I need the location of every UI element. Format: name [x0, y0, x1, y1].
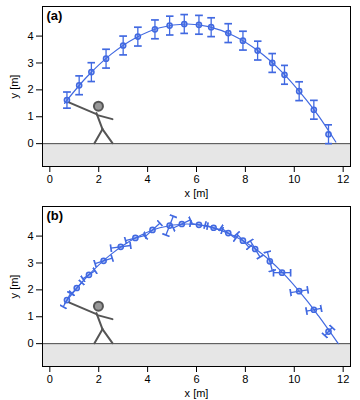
svg-text:0: 0	[47, 173, 53, 185]
svg-text:1: 1	[27, 110, 33, 122]
svg-text:8: 8	[242, 373, 248, 385]
svg-text:10: 10	[288, 373, 300, 385]
svg-text:4: 4	[145, 373, 151, 385]
svg-text:x [m]: x [m]	[185, 187, 209, 199]
svg-text:6: 6	[193, 173, 199, 185]
svg-text:8: 8	[242, 173, 248, 185]
svg-text:y [m]: y [m]	[8, 275, 20, 299]
svg-text:(b): (b)	[47, 208, 64, 223]
svg-text:2: 2	[27, 283, 33, 295]
svg-text:6: 6	[193, 373, 199, 385]
svg-text:3: 3	[27, 256, 33, 268]
svg-text:4: 4	[27, 30, 33, 42]
svg-text:x [m]: x [m]	[185, 387, 209, 399]
svg-text:(a): (a)	[47, 8, 63, 23]
svg-text:4: 4	[27, 230, 33, 242]
svg-text:2: 2	[27, 83, 33, 95]
svg-text:12: 12	[337, 173, 349, 185]
svg-text:3: 3	[27, 56, 33, 68]
svg-text:2: 2	[96, 173, 102, 185]
svg-text:1: 1	[27, 310, 33, 322]
svg-text:y [m]: y [m]	[8, 75, 20, 99]
svg-text:0: 0	[27, 337, 33, 349]
svg-text:4: 4	[145, 173, 151, 185]
svg-text:12: 12	[337, 373, 349, 385]
svg-text:0: 0	[47, 373, 53, 385]
svg-text:2: 2	[96, 373, 102, 385]
svg-text:10: 10	[288, 173, 300, 185]
svg-text:0: 0	[27, 137, 33, 149]
